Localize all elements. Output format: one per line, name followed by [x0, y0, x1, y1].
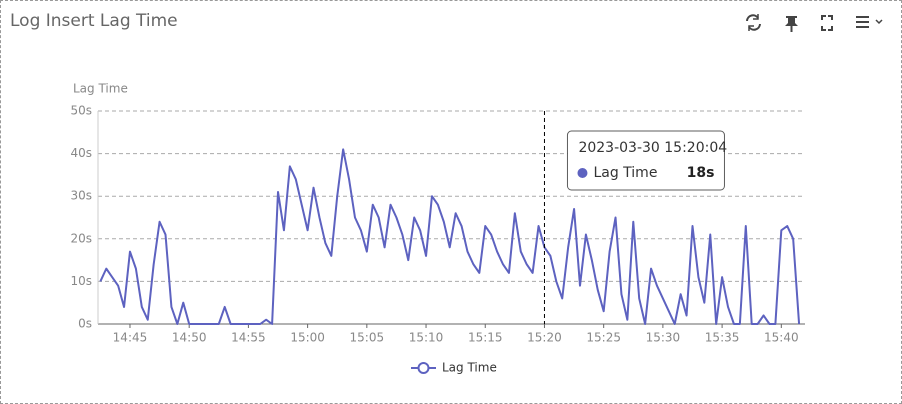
tooltip-series: Lag Time	[593, 165, 657, 181]
x-tick-label: 15:00	[290, 331, 325, 345]
x-tick-label: 15:35	[705, 331, 740, 345]
toolbar	[746, 14, 883, 32]
x-tick-label: 14:55	[231, 331, 266, 345]
tooltip-dot	[577, 168, 588, 178]
y-axis-title: Lag Time	[73, 82, 128, 96]
x-tick-label: 15:25	[586, 331, 621, 345]
refresh-icon[interactable]	[746, 14, 761, 31]
panel-title: Log Insert Lag Time	[10, 11, 178, 31]
tooltip-time: 2023-03-30 15:20:04	[578, 140, 727, 156]
pin-icon[interactable]	[785, 16, 798, 32]
data-line	[99, 148, 801, 325]
y-tick-label: 40s	[70, 146, 92, 160]
x-tick-label: 15:15	[468, 331, 503, 345]
x-tick-label: 15:40	[764, 331, 799, 345]
x-tick-label: 15:20	[527, 331, 562, 345]
tooltip: 2023-03-30 15:20:04 Lag Time 18s	[566, 130, 727, 191]
x-tick-label: 14:45	[113, 331, 148, 345]
y-tick-label: 50s	[70, 104, 92, 118]
legend-marker	[417, 362, 430, 374]
y-tick-label: 0s	[78, 317, 92, 331]
x-tick-label: 15:10	[409, 331, 444, 345]
x-tick-label: 14:50	[172, 331, 207, 345]
x-tick-label: 15:05	[350, 331, 385, 345]
fullscreen-icon[interactable]	[821, 15, 833, 31]
y-tick-label: 10s	[70, 274, 92, 288]
legend-label: Lag Time	[442, 361, 497, 375]
tooltip-box	[566, 130, 725, 191]
y-tick-label: 30s	[70, 189, 92, 203]
tooltip-value: 18s	[687, 165, 715, 181]
menu-icon[interactable]	[856, 16, 883, 28]
x-tick-label: 15:30	[646, 331, 681, 345]
y-tick-label: 20s	[70, 231, 92, 245]
